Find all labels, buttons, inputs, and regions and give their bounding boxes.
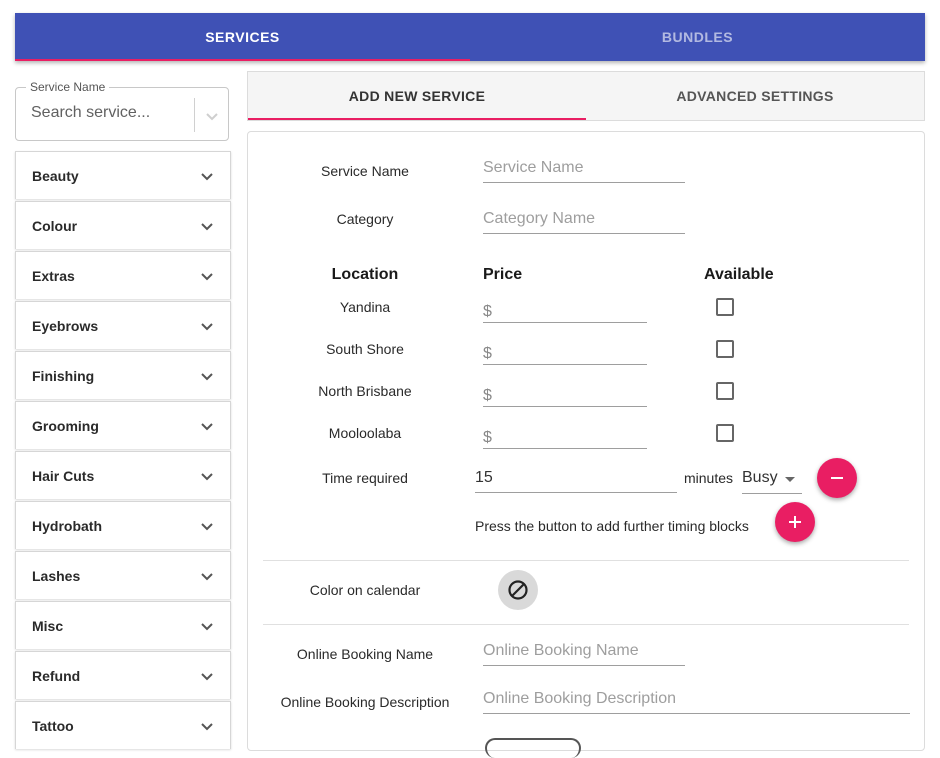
category-label: Finishing: [32, 367, 95, 384]
chevron-down-icon: [201, 722, 213, 730]
location-name: North Brisbane: [318, 383, 412, 399]
no-color-icon: [508, 580, 528, 600]
time-required-label: Time required: [322, 470, 408, 486]
category-item[interactable]: Misc: [15, 601, 231, 649]
category-item[interactable]: Hair Cuts: [15, 451, 231, 499]
minutes-label: minutes: [684, 470, 734, 486]
available-checkbox[interactable]: [716, 424, 734, 442]
top-tab-bar: SERVICES BUNDLES: [15, 13, 925, 61]
category-item[interactable]: Colour: [15, 201, 231, 249]
category-label: Grooming: [32, 417, 99, 434]
category-label: Beauty: [32, 167, 79, 184]
chevron-down-icon: [201, 172, 213, 180]
chevron-down-icon: [201, 372, 213, 380]
caret-down-icon: [785, 477, 795, 482]
time-required-input[interactable]: [475, 469, 677, 493]
tab-bundles[interactable]: BUNDLES: [661, 29, 734, 45]
online-booking-description-label: Online Booking Description: [280, 694, 450, 710]
category-item[interactable]: Lashes: [15, 551, 231, 599]
category-label: Extras: [32, 267, 75, 284]
minus-icon: [831, 477, 843, 479]
chevron-down-icon: [201, 222, 213, 230]
chevron-down-icon: [201, 472, 213, 480]
location-name: Mooloolaba: [328, 425, 402, 441]
service-tab-bar: ADD NEW SERVICE ADVANCED SETTINGS: [247, 71, 925, 121]
service-name-label: Service Name: [321, 163, 409, 179]
category-label: Hydrobath: [32, 517, 102, 534]
color-picker-button[interactable]: [498, 570, 538, 610]
category-item[interactable]: Grooming: [15, 401, 231, 449]
available-checkbox[interactable]: [716, 382, 734, 400]
service-search-box: Service Name: [15, 80, 229, 141]
price-input[interactable]: $: [483, 340, 647, 365]
price-input[interactable]: $: [483, 298, 647, 323]
price-input[interactable]: $: [483, 382, 647, 407]
plus-icon: [789, 516, 801, 528]
category-item[interactable]: Eyebrows: [15, 301, 231, 349]
search-label: Service Name: [26, 80, 110, 94]
category-label: Category: [336, 211, 394, 227]
location-name: Yandina: [339, 299, 391, 315]
partial-button[interactable]: [485, 738, 581, 758]
category-label: Tattoo: [32, 717, 74, 734]
category-item[interactable]: Refund: [15, 651, 231, 699]
category-item[interactable]: Beauty: [15, 151, 231, 199]
tab-advanced-settings[interactable]: ADVANCED SETTINGS: [676, 88, 834, 104]
add-timing-block-button[interactable]: [775, 502, 815, 542]
category-item[interactable]: Extras: [15, 251, 231, 299]
section-divider: [263, 624, 909, 625]
category-item[interactable]: Tattoo: [15, 701, 231, 749]
chevron-down-icon: [201, 322, 213, 330]
online-booking-description-input[interactable]: [483, 690, 910, 714]
service-name-input[interactable]: [483, 159, 685, 183]
service-form-card: Service Name Category Location Price Ava…: [247, 131, 925, 758]
chevron-down-icon: [201, 422, 213, 430]
online-booking-name-label: Online Booking Name: [296, 646, 434, 662]
chevron-down-icon: [201, 572, 213, 580]
tab-add-new-service[interactable]: ADD NEW SERVICE: [248, 72, 586, 120]
timing-hint: Press the button to add further timing b…: [475, 518, 749, 534]
chevron-down-icon: [201, 272, 213, 280]
available-column-header: Available: [704, 266, 774, 283]
search-input[interactable]: [31, 104, 191, 122]
category-label: Colour: [32, 217, 78, 234]
currency-symbol: $: [483, 345, 492, 362]
currency-symbol: $: [483, 429, 492, 446]
available-checkbox[interactable]: [716, 298, 734, 316]
chevron-down-icon[interactable]: [202, 106, 222, 126]
section-divider: [263, 560, 909, 561]
search-divider: [194, 98, 195, 132]
tab-services[interactable]: SERVICES: [15, 13, 470, 61]
online-booking-name-input[interactable]: [483, 642, 685, 666]
chevron-down-icon: [201, 672, 213, 680]
status-select-value: Busy: [742, 469, 778, 486]
category-list: Beauty Colour Extras Eyebrows Finishing Groom…: [15, 151, 231, 751]
category-input[interactable]: [483, 210, 685, 234]
currency-symbol: $: [483, 303, 492, 320]
category-label: Misc: [32, 617, 64, 634]
remove-timing-block-button[interactable]: [817, 458, 857, 498]
price-input[interactable]: $: [483, 424, 647, 449]
chevron-down-icon: [201, 522, 213, 530]
price-column-header: Price: [483, 266, 523, 283]
available-checkbox[interactable]: [716, 340, 734, 358]
category-label: Hair Cuts: [32, 467, 95, 484]
category-label: Refund: [32, 667, 81, 684]
currency-symbol: $: [483, 387, 492, 404]
category-label: Lashes: [32, 567, 81, 584]
status-select[interactable]: Busy: [742, 469, 802, 494]
color-on-calendar-label: Color on calendar: [309, 582, 421, 598]
location-column-header: Location: [331, 266, 399, 283]
category-item[interactable]: Hydrobath: [15, 501, 231, 549]
category-item[interactable]: Finishing: [15, 351, 231, 399]
location-name: South Shore: [326, 341, 404, 357]
chevron-down-icon: [201, 622, 213, 630]
category-label: Eyebrows: [32, 317, 99, 334]
